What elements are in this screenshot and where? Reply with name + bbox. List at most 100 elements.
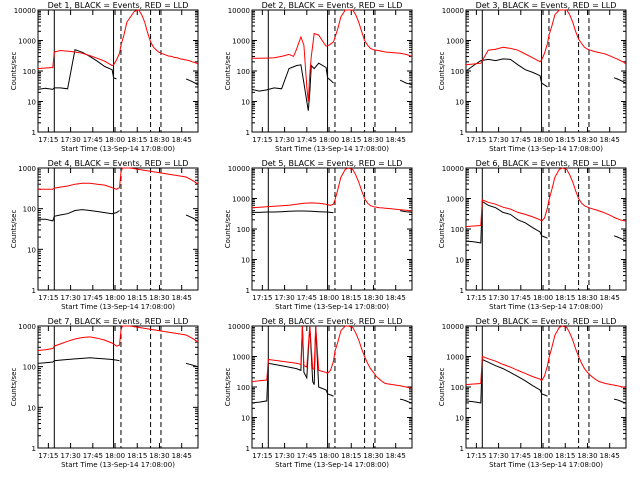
chart-panel-7: Det 7, BLACK = Events, RED = LLD 1 10 100 10… bbox=[10, 317, 199, 469]
x-tick-label: 17:30 bbox=[60, 294, 80, 302]
y-tick-label: 10000 bbox=[228, 323, 250, 331]
x-tick-label: 18:00 bbox=[319, 452, 339, 460]
x-tick-label: 18:30 bbox=[363, 452, 383, 460]
plot-frame bbox=[251, 325, 413, 449]
x-tick-label: 17:15 bbox=[466, 452, 486, 460]
x-tick-label: 18:00 bbox=[105, 294, 125, 302]
x-tick-label: 17:30 bbox=[488, 136, 508, 144]
x-tick-label: 18:30 bbox=[577, 136, 597, 144]
chart-title: Det 5, BLACK = Events, RED = LLD bbox=[262, 159, 403, 168]
x-tick-label: 18:00 bbox=[533, 452, 553, 460]
y-tick-label: 10 bbox=[241, 415, 250, 423]
chart-panel-6: Det 6, BLACK = Events, RED = LLD 1 10 100 10… bbox=[438, 159, 627, 311]
x-tick-label: 18:00 bbox=[105, 452, 125, 460]
y-tick-label: 1000 bbox=[18, 165, 36, 173]
x-tick-label: 17:30 bbox=[274, 294, 294, 302]
plot-frame bbox=[251, 9, 413, 133]
x-tick-label: 18:15 bbox=[341, 136, 361, 144]
y-tick-label: 1 bbox=[246, 445, 250, 453]
x-tick-label: 18:45 bbox=[600, 294, 620, 302]
x-tick-label: 18:15 bbox=[341, 452, 361, 460]
y-axis-label: Counts/sec bbox=[10, 210, 18, 249]
chart-panel-3: Det 3, BLACK = Events, RED = LLD 1 10 100 10… bbox=[438, 1, 627, 153]
y-tick-label: 1 bbox=[460, 129, 464, 137]
y-tick-label: 100 bbox=[23, 68, 36, 76]
x-tick-label: 18:00 bbox=[105, 136, 125, 144]
x-tick-label: 18:30 bbox=[363, 136, 383, 144]
y-tick-label: 100 bbox=[237, 384, 250, 392]
x-tick-label: 18:00 bbox=[319, 136, 339, 144]
plot-frame bbox=[465, 167, 627, 291]
chart-title: Det 2, BLACK = Events, RED = LLD bbox=[262, 1, 403, 10]
y-tick-label: 100 bbox=[237, 226, 250, 234]
x-axis-label: Start Time (13-Sep-14 17:08:00) bbox=[61, 145, 175, 153]
y-tick-label: 1000 bbox=[446, 38, 464, 46]
x-tick-label: 17:30 bbox=[60, 452, 80, 460]
series-line-events bbox=[465, 58, 627, 88]
x-tick-label: 18:00 bbox=[319, 294, 339, 302]
x-axis-label: Start Time (13-Sep-14 17:08:00) bbox=[275, 145, 389, 153]
x-tick-label: 17:30 bbox=[274, 136, 294, 144]
series-line-events bbox=[37, 49, 199, 90]
y-tick-label: 10000 bbox=[228, 165, 250, 173]
chart-panel-8: Det 8, BLACK = Events, RED = LLD 1 10 100 10… bbox=[224, 317, 413, 469]
x-tick-label: 17:45 bbox=[83, 136, 103, 144]
series-line-lld bbox=[465, 325, 627, 389]
y-tick-label: 10 bbox=[27, 246, 36, 254]
series-line-lld bbox=[38, 167, 199, 190]
x-axis-label: Start Time (13-Sep-14 17:08:00) bbox=[275, 303, 389, 311]
x-tick-label: 17:45 bbox=[297, 136, 317, 144]
y-axis-label: Counts/sec bbox=[438, 210, 446, 249]
plot-frame bbox=[465, 9, 627, 133]
chart-panel-5: Det 5, BLACK = Events, RED = LLD 1 10 100 10… bbox=[224, 159, 413, 311]
y-tick-label: 10000 bbox=[442, 165, 464, 173]
x-tick-label: 17:15 bbox=[38, 294, 58, 302]
plot-frame bbox=[37, 9, 199, 133]
y-axis-label: Counts/sec bbox=[10, 368, 18, 407]
y-tick-label: 100 bbox=[23, 364, 36, 372]
x-axis-label: Start Time (13-Sep-14 17:08:00) bbox=[275, 461, 389, 469]
x-tick-label: 18:15 bbox=[127, 294, 147, 302]
y-tick-label: 10 bbox=[27, 99, 36, 107]
y-tick-label: 100 bbox=[23, 206, 36, 214]
x-axis-label: Start Time (13-Sep-14 17:08:00) bbox=[489, 145, 603, 153]
y-tick-label: 100 bbox=[237, 68, 250, 76]
y-tick-label: 10 bbox=[27, 404, 36, 412]
y-tick-label: 10 bbox=[455, 415, 464, 423]
x-tick-label: 17:15 bbox=[252, 452, 272, 460]
chart-title: Det 6, BLACK = Events, RED = LLD bbox=[476, 159, 617, 168]
series-line-events bbox=[252, 210, 413, 214]
series-line-events bbox=[251, 62, 413, 111]
chart-title: Det 4, BLACK = Events, RED = LLD bbox=[48, 159, 189, 168]
chart-title: Det 3, BLACK = Events, RED = LLD bbox=[476, 1, 617, 10]
y-tick-label: 10000 bbox=[14, 7, 36, 15]
plot-frame bbox=[37, 325, 199, 449]
x-tick-label: 18:15 bbox=[555, 452, 575, 460]
y-tick-label: 1 bbox=[460, 287, 464, 295]
x-tick-label: 18:00 bbox=[533, 294, 553, 302]
x-tick-label: 18:15 bbox=[555, 136, 575, 144]
x-tick-label: 18:30 bbox=[577, 294, 597, 302]
y-tick-label: 10000 bbox=[228, 7, 250, 15]
y-axis-label: Counts/sec bbox=[224, 52, 232, 91]
y-axis-label: Counts/sec bbox=[224, 368, 232, 407]
series-line-lld bbox=[37, 9, 199, 70]
x-tick-label: 17:45 bbox=[511, 136, 531, 144]
x-tick-label: 17:15 bbox=[466, 294, 486, 302]
y-tick-label: 1000 bbox=[232, 196, 250, 204]
y-tick-label: 1 bbox=[246, 129, 250, 137]
chart-panel-2: Det 2, BLACK = Events, RED = LLD 1 10 100 10… bbox=[224, 1, 413, 153]
x-tick-label: 17:15 bbox=[38, 136, 58, 144]
x-tick-label: 18:00 bbox=[533, 136, 553, 144]
x-tick-label: 17:30 bbox=[488, 294, 508, 302]
x-tick-label: 17:45 bbox=[297, 452, 317, 460]
y-tick-label: 1 bbox=[32, 129, 36, 137]
y-tick-label: 10 bbox=[241, 257, 250, 265]
x-tick-label: 18:15 bbox=[341, 294, 361, 302]
x-axis-label: Start Time (13-Sep-14 17:08:00) bbox=[489, 303, 603, 311]
series-line-events bbox=[465, 200, 627, 244]
y-tick-label: 1000 bbox=[232, 354, 250, 362]
y-axis-label: Counts/sec bbox=[438, 52, 446, 91]
x-tick-label: 18:15 bbox=[127, 136, 147, 144]
y-tick-label: 100 bbox=[451, 226, 464, 234]
